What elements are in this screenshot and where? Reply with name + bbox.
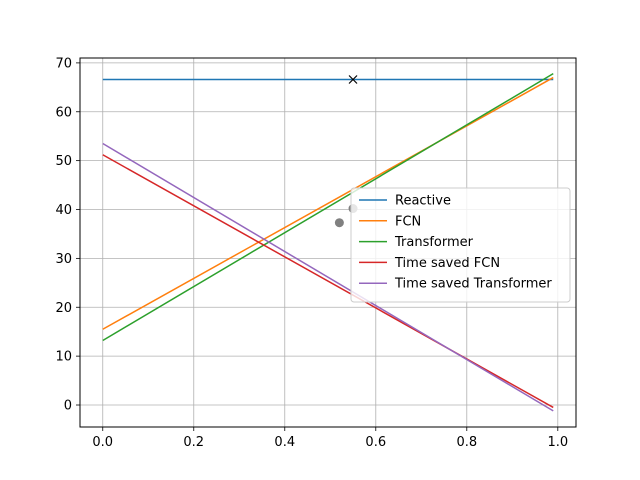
series-line-time-saved-fcn — [102, 154, 554, 409]
legend-label-fcn: FCN — [395, 214, 421, 229]
y-tick-label: 10 — [55, 350, 72, 365]
legend-box — [350, 187, 571, 303]
x-tick-label: 0.0 — [92, 435, 113, 450]
y-tick-label: 40 — [55, 203, 72, 218]
y-tick-label: 30 — [55, 252, 72, 267]
legend-label-time-saved-transformer: Time saved Transformer — [394, 277, 552, 292]
x-marker — [348, 75, 358, 84]
y-axis-ticks: 0 10 20 30 40 50 60 70 — [55, 56, 80, 414]
x-tick-label: 0.6 — [365, 435, 386, 450]
legend: Reactive FCN Transformer Time saved FCN Time… — [350, 187, 571, 303]
series-line-time-saved-transformer — [102, 142, 554, 412]
legend-label-reactive: Reactive — [395, 194, 451, 209]
y-tick-label: 0 — [64, 399, 72, 414]
y-tick-label: 70 — [55, 56, 72, 71]
x-axis-ticks: 0.0 0.2 0.4 0.6 0.8 1.0 — [92, 427, 568, 450]
x-tick-label: 1.0 — [547, 435, 568, 450]
x-tick-label: 0.8 — [456, 435, 477, 450]
y-tick-label: 60 — [55, 105, 72, 120]
y-tick-label: 20 — [55, 301, 72, 316]
series-line-fcn — [102, 76, 554, 330]
legend-label-time-saved-fcn: Time saved FCN — [394, 256, 500, 271]
plot-frame — [79, 57, 577, 428]
x-tick-label: 0.4 — [274, 435, 295, 450]
series-lines — [102, 72, 554, 412]
y-tick-label: 50 — [55, 154, 72, 169]
x-tick-label: 0.2 — [183, 435, 204, 450]
point-1 — [334, 218, 344, 228]
legend-label-transformer: Transformer — [394, 235, 474, 250]
series-line-transformer — [102, 72, 554, 342]
